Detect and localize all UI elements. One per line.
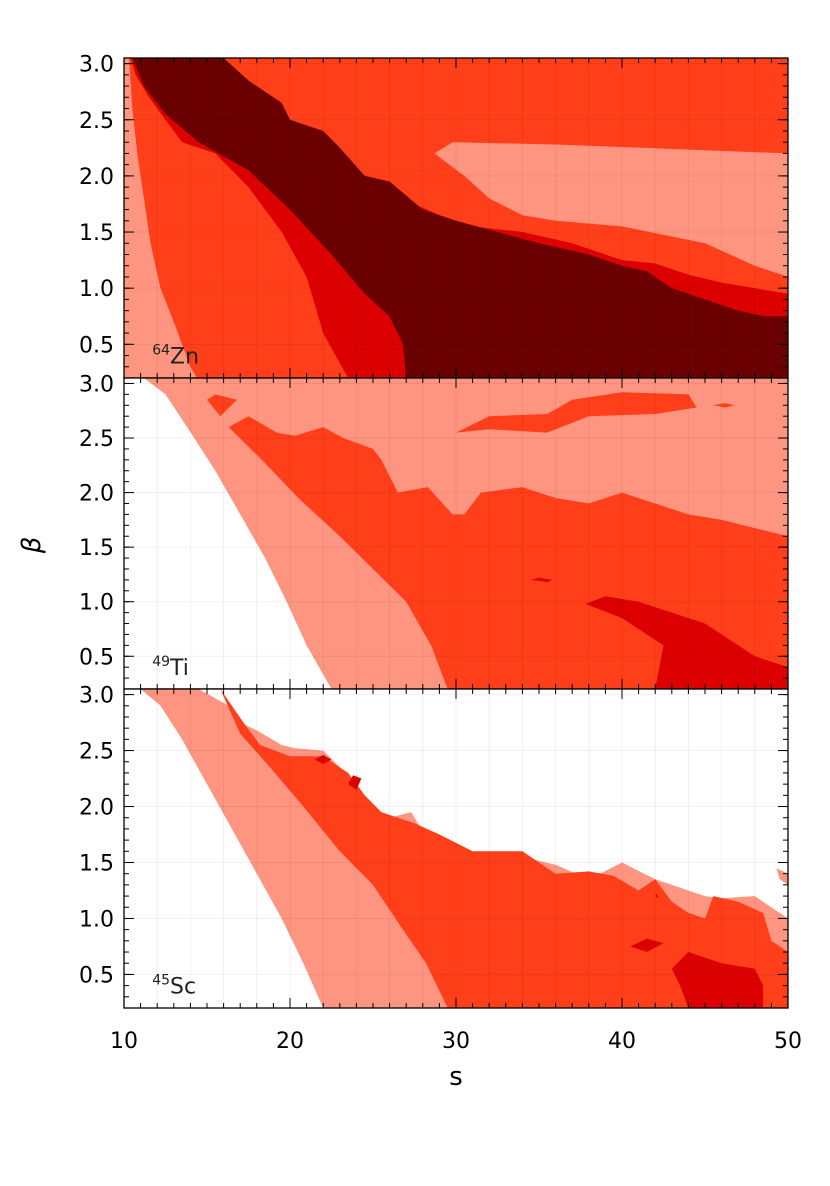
grid-lines (124, 58, 788, 378)
y-tick-label: 2.0 (79, 165, 114, 190)
grid-lines (124, 378, 788, 689)
contour-level-3-region (585, 596, 788, 689)
y-tick-label: 0.5 (79, 963, 114, 988)
axes-group: 10 20 30 40 50 (110, 1029, 802, 1054)
y-tick-label: 2.5 (79, 740, 114, 765)
tick-marks (123, 689, 789, 1008)
y-tick-label: 0.5 (79, 333, 114, 358)
y-tick-label: 1.5 (79, 536, 114, 561)
panels-group: 0.5 1.0 1.5 2.0 2.5 3.0 64Zn 0.5 1.0 1.5 2.0 2.5 3.0… (79, 53, 789, 1009)
contour-level-1-region (776, 868, 788, 885)
contour-level-2-region (456, 392, 697, 433)
x-tick-label: 10 (110, 1029, 138, 1054)
x-tick-label: 40 (608, 1029, 636, 1054)
contour-level-2-region (207, 394, 237, 417)
panel-1: 0.5 1.0 1.5 2.0 2.5 3.0 64Zn (79, 53, 789, 379)
x-tick-label: 20 (276, 1029, 304, 1054)
x-tick-label: 30 (442, 1029, 470, 1054)
grid-lines (124, 689, 788, 1008)
x-tick-label: 50 (774, 1029, 802, 1054)
isotope-symbol: Ti (169, 656, 189, 681)
tick-marks (123, 378, 789, 689)
contour-level-3-region (671, 952, 764, 1008)
contour-level-3-region (530, 577, 553, 583)
contour-level-1-region (434, 142, 788, 277)
y-tick-label: 2.5 (79, 109, 114, 134)
isotope-mass-number: 45 (152, 973, 170, 989)
contour-level-3-region (314, 755, 332, 764)
x-axis-title: s (449, 1062, 463, 1092)
contour-level-3-region (348, 775, 362, 790)
contour-level-2-region (713, 403, 735, 408)
contour-level-3-region (655, 893, 659, 899)
contour-level-2-region (220, 689, 788, 1008)
y-tick-label: 0.5 (79, 645, 114, 670)
tick-marks (123, 58, 789, 378)
y-tick-label: 3.0 (79, 53, 114, 78)
isotope-label: 64Zn (152, 343, 199, 370)
isotope-symbol: Zn (170, 345, 199, 370)
y-tick-label: 2.0 (79, 796, 114, 821)
contour-level-3-region (630, 938, 664, 952)
y-tick-label: 2.5 (79, 427, 114, 452)
isotope-label: 45Sc (152, 973, 196, 1000)
contour-regions (124, 689, 788, 1008)
y-tick-label: 1.0 (79, 591, 114, 616)
contour-regions (124, 378, 788, 689)
panel-3: 0.5 1.0 1.5 2.0 2.5 3.0 45Sc (79, 684, 789, 1009)
contour-regions (124, 58, 788, 378)
panel-2: 0.5 1.0 1.5 2.0 2.5 3.0 49Ti (79, 372, 789, 690)
isotope-mass-number: 49 (152, 654, 170, 670)
y-tick-label: 2.0 (79, 482, 114, 507)
isotope-label: 49Ti (152, 654, 189, 681)
y-axis-title: β (17, 537, 47, 555)
y-tick-label: 1.0 (79, 277, 114, 302)
y-tick-label: 3.0 (79, 372, 114, 397)
y-tick-label: 1.0 (79, 907, 114, 932)
y-tick-label: 3.0 (79, 684, 114, 709)
contour-level-4-region (132, 58, 788, 378)
y-tick-label: 1.5 (79, 221, 114, 246)
y-tick-label: 1.5 (79, 851, 114, 876)
isotope-symbol: Sc (170, 975, 196, 1000)
isotope-mass-number: 64 (152, 343, 170, 359)
contour-level-1-region (124, 58, 197, 378)
